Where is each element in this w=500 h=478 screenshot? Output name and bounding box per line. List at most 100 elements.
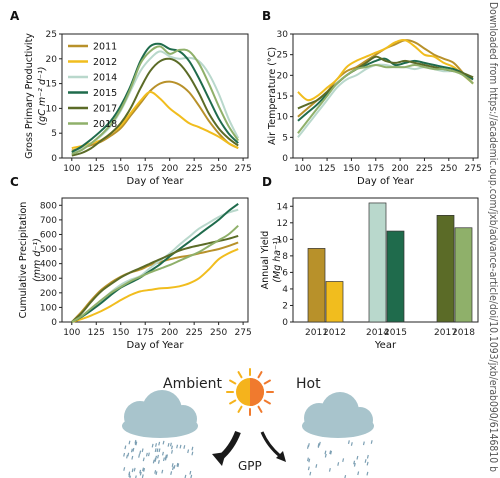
watermark-text: Downloaded from https://academic.oup.com…: [487, 2, 499, 472]
x-tick-label: 250: [210, 328, 227, 338]
gpp-small-arrow-icon: [260, 431, 286, 462]
legend-label-2015: 2015: [93, 88, 117, 99]
rain-drop: [329, 450, 332, 455]
y-tick-label: 5: [51, 129, 57, 139]
x-tick-label: 200: [161, 328, 178, 338]
rain-drop: [362, 441, 365, 446]
rain-drop: [161, 469, 164, 474]
y-axis-unit-label: (Mg ha⁻¹): [272, 237, 283, 282]
series-line-2012: [71, 248, 239, 323]
x-tick-label: 100: [294, 164, 311, 174]
y-tick-label: 25: [46, 30, 57, 40]
rain-drop: [170, 445, 173, 450]
rain-drop: [357, 471, 360, 476]
rain-drop: [309, 471, 312, 476]
rain-drop: [152, 459, 155, 464]
legend-label-2011: 2011: [93, 42, 117, 53]
x-tick-label: 2017: [434, 328, 457, 338]
bar-2012: [325, 281, 344, 323]
rain-drop: [133, 467, 136, 472]
rain-drop: [162, 451, 164, 456]
series-line-2014: [297, 63, 474, 138]
x-axis-label: Day of Year: [357, 176, 415, 187]
rain-drop: [155, 443, 158, 447]
sun-ray: [263, 379, 271, 385]
rain-drop: [353, 462, 356, 467]
rain-drop: [315, 464, 318, 468]
rain-drop: [324, 453, 327, 458]
x-tick-label: 125: [318, 164, 335, 174]
rain-drop: [128, 440, 131, 445]
gpp-large-arrow-icon: [212, 430, 241, 466]
rain-drop: [330, 450, 333, 455]
y-tick-label: 400: [40, 260, 57, 270]
rain-drop: [366, 461, 369, 466]
rain-drop: [123, 452, 126, 457]
x-tick-label: 225: [416, 164, 433, 174]
series-line-2017: [71, 57, 239, 157]
rain-drop: [364, 459, 367, 463]
y-tick-label: 800: [40, 201, 57, 211]
rain-drop: [158, 448, 161, 453]
rain-drop: [123, 467, 126, 471]
rain-drop: [155, 455, 158, 460]
y-tick-label: 10: [46, 104, 58, 114]
x-tick-label: 2018: [452, 328, 475, 338]
y-tick-label: 8: [282, 252, 288, 262]
rain-drop: [141, 448, 144, 453]
rain-drop: [171, 463, 174, 467]
sun-ray: [237, 371, 243, 379]
x-tick-label: 275: [465, 164, 482, 174]
x-axis-label: Day of Year: [127, 176, 185, 187]
y-tick-label: 25: [277, 51, 288, 61]
y-tick-label: 600: [40, 230, 57, 240]
panel-c-cumulative-precipitation-chart: C 0 100 200 300 400 500 600 700 800 100 125 150 175 20…: [10, 175, 252, 351]
rain-drop: [162, 457, 165, 462]
rain-drop: [139, 471, 142, 476]
bar-2017: [436, 215, 455, 323]
series-line-2018: [297, 64, 474, 134]
rain-drop: [337, 462, 340, 466]
x-tick-label: 225: [186, 164, 203, 174]
rain-drop: [151, 443, 154, 448]
rain-drop: [147, 452, 150, 457]
rain-drop: [142, 457, 145, 462]
series-line-2011: [71, 241, 239, 323]
rain-drop: [134, 439, 137, 444]
panel-d-annual-yield-chart: D 0 2 4 6 8 10 12 14 Year Annual Yield (Mg ha⁻¹) 201…: [260, 175, 479, 351]
rain-drop: [328, 468, 331, 472]
y-tick-label: 15: [46, 80, 57, 90]
x-tick-label: 150: [343, 164, 360, 174]
rain-drop: [164, 456, 167, 461]
rain-drop: [347, 440, 350, 444]
rain-drop: [171, 466, 174, 471]
y-axis-unit-label: (gC m⁻² d⁻¹): [37, 66, 48, 125]
y-tick-label: 5: [282, 133, 288, 143]
plot-frame: [61, 33, 249, 159]
rain-drop: [366, 454, 369, 459]
series-line-2017: [71, 234, 239, 323]
ambient-cloud-icon: [122, 390, 198, 438]
x-tick-label: 150: [112, 164, 129, 174]
rain-drop: [366, 471, 369, 476]
x-tick-label: 125: [88, 328, 105, 338]
rain-drop: [130, 448, 133, 453]
rain-drop: [128, 473, 131, 477]
rain-drop: [154, 448, 157, 453]
rain-drop: [177, 463, 180, 468]
rain-drop: [167, 442, 170, 447]
rain-drop: [350, 442, 353, 446]
rain-drop: [157, 454, 160, 459]
sun-ray: [263, 399, 271, 405]
x-tick-label: 2012: [323, 328, 346, 338]
x-tick-label: 2014: [366, 328, 389, 338]
rain-drop: [162, 440, 165, 445]
rain-drop: [173, 464, 176, 469]
rain-drop: [342, 458, 345, 463]
rain-drop: [191, 451, 194, 456]
x-tick-label: 275: [235, 328, 252, 338]
series-line-2012: [297, 39, 474, 102]
y-tick-label: 0: [282, 318, 288, 328]
rain-drop: [187, 449, 190, 454]
